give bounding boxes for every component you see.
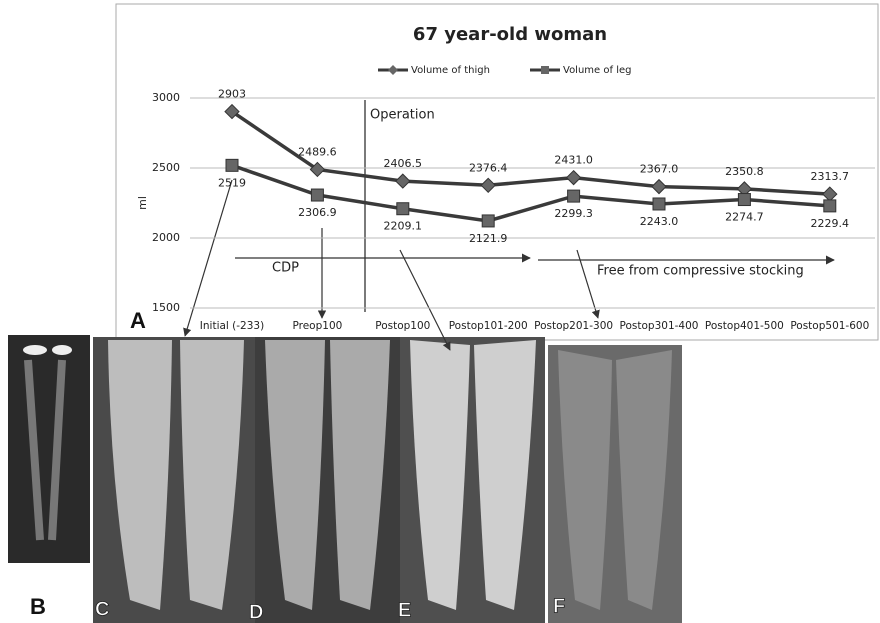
point xyxy=(481,214,495,228)
x-tick-label: Initial (-233) xyxy=(200,320,264,332)
point xyxy=(395,173,411,189)
value-label: 2299.3 xyxy=(554,207,593,220)
photo-c xyxy=(93,337,255,623)
annotation: Operation xyxy=(370,108,435,123)
value-label: 2903 xyxy=(218,88,246,101)
x-tick-label: Postop100 xyxy=(375,320,430,332)
value-label: 2243.0 xyxy=(640,215,679,228)
y-axis-label: ml xyxy=(136,196,149,210)
y-tick-label: 3000 xyxy=(152,91,180,104)
panel-label: D xyxy=(249,601,263,623)
series-line xyxy=(231,110,830,196)
y-tick-label: 2000 xyxy=(152,231,180,244)
point xyxy=(652,197,666,211)
value-label: 2376.4 xyxy=(469,161,508,174)
x-tick-label: Postop301-400 xyxy=(620,320,699,332)
point xyxy=(396,202,410,216)
value-label: 2489.6 xyxy=(298,145,337,158)
point xyxy=(310,188,324,202)
point xyxy=(737,193,751,207)
chart-frame xyxy=(115,3,879,341)
y-tick-label: 1500 xyxy=(152,301,180,314)
legend-marker xyxy=(541,66,549,74)
point xyxy=(567,189,581,203)
point xyxy=(651,178,667,195)
value-label: 2313.7 xyxy=(811,170,850,183)
value-label: 2519 xyxy=(218,176,246,189)
legend-label: Volume of leg xyxy=(563,65,631,76)
value-label: 2121.9 xyxy=(469,232,508,245)
value-label: 2306.9 xyxy=(298,206,337,219)
x-tick-label: Postop101-200 xyxy=(449,320,528,332)
photo-d xyxy=(255,337,400,623)
panel-label: A xyxy=(130,308,146,333)
x-tick-label: Preop100 xyxy=(292,320,342,332)
point xyxy=(224,103,240,120)
legend-label: Volume of thigh xyxy=(411,65,490,76)
y-tick-label: 2500 xyxy=(152,161,180,174)
photo-b xyxy=(8,335,90,563)
photo-e xyxy=(400,337,545,623)
photo-f xyxy=(548,345,682,623)
panel-label: E xyxy=(398,599,411,621)
value-label: 2274.7 xyxy=(725,211,764,224)
panel-label: B xyxy=(30,594,46,619)
annotation: CDP xyxy=(272,261,299,276)
panel-label: C xyxy=(95,598,109,620)
x-tick-label: Postop501-600 xyxy=(790,320,869,332)
point xyxy=(823,199,837,213)
series-line xyxy=(231,163,830,223)
value-label: 2406.5 xyxy=(384,157,423,170)
panel-label: F xyxy=(553,595,565,617)
value-label: 2431.0 xyxy=(554,154,593,167)
point xyxy=(225,158,239,172)
x-tick-label: Postop401-500 xyxy=(705,320,784,332)
annotation: Free from compressive stocking xyxy=(597,264,804,279)
point xyxy=(565,169,582,186)
chart-title: 67 year-old woman xyxy=(413,24,607,45)
point xyxy=(480,177,496,194)
legend-marker xyxy=(388,65,398,75)
value-label: 2350.8 xyxy=(725,165,764,178)
pointer-arrows xyxy=(183,179,600,351)
value-label: 2367.0 xyxy=(640,163,679,176)
x-tick-label: Postop201-300 xyxy=(534,320,613,332)
point xyxy=(309,161,326,178)
value-label: 2209.1 xyxy=(384,220,423,233)
value-label: 2229.4 xyxy=(811,217,850,230)
